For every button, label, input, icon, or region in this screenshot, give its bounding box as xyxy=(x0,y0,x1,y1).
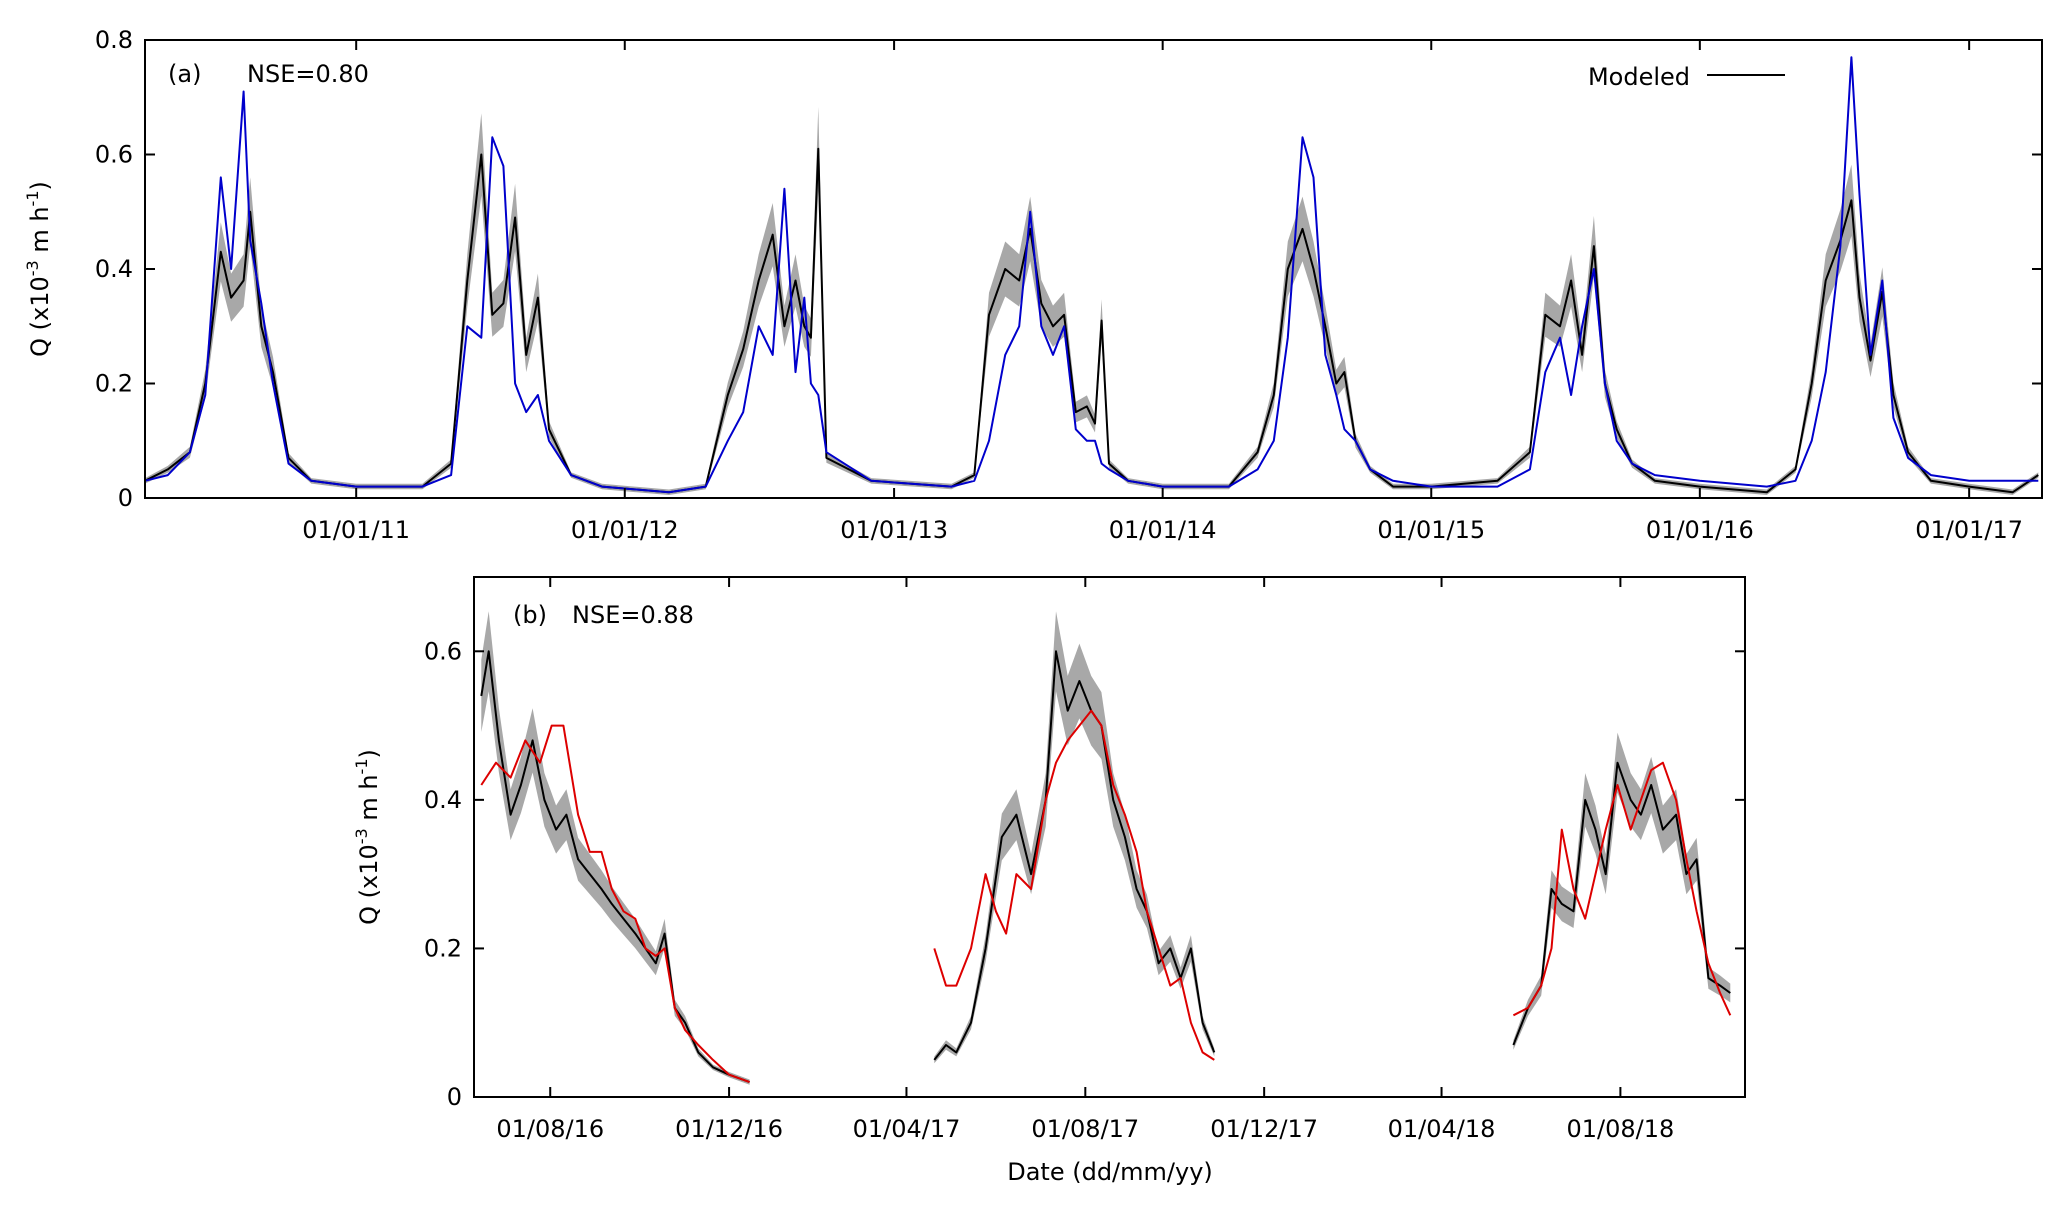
y-tick-label: 0.6 xyxy=(424,637,462,665)
uncertainty-band xyxy=(1513,732,1731,1050)
panel-a-label: (a) xyxy=(168,60,201,88)
y-tick-label: 0.8 xyxy=(95,26,133,54)
y-tick-label: 0 xyxy=(118,484,133,512)
x-tick-label: 01/01/14 xyxy=(1109,516,1217,544)
x-tick-label: 01/01/11 xyxy=(302,516,410,544)
panel-b-chart: 0 0.2 0.4 0.6 01/08/16 01/12/16 01/04/17 01/08/… xyxy=(352,576,1746,1186)
y-tick-label: 0.2 xyxy=(424,934,462,962)
panel-a-y-title: Q (x10-3 m h-1) xyxy=(23,181,54,357)
x-tick-label: 01/01/12 xyxy=(571,516,679,544)
series-1-line xyxy=(1512,761,1732,1017)
y-tick-label: 0.4 xyxy=(424,786,462,814)
x-tick-label: 01/01/15 xyxy=(1377,516,1485,544)
series-0-line xyxy=(144,147,2039,494)
x-tick-label: 01/01/16 xyxy=(1646,516,1754,544)
x-tick-label: 01/08/18 xyxy=(1566,1115,1674,1143)
series-1-line xyxy=(933,709,1215,1061)
series-0-line xyxy=(480,650,750,1084)
uncertainty-band xyxy=(145,106,2039,496)
x-tick-label: 01/01/17 xyxy=(1915,516,2023,544)
x-tick-label: 01/08/16 xyxy=(496,1115,604,1143)
panel-b-x-title: Date (dd/mm/yy) xyxy=(1007,1158,1213,1186)
x-tick-label: 01/12/16 xyxy=(675,1115,783,1143)
y-tick-label: 0.6 xyxy=(95,141,133,169)
panel-a-nse: NSE=0.80 xyxy=(247,60,369,88)
panel-a-legend: Modeled xyxy=(1588,63,1785,91)
panel-b-nse: NSE=0.88 xyxy=(572,601,694,629)
x-tick-label: 01/12/17 xyxy=(1210,1115,1318,1143)
x-tick-label: 01/01/13 xyxy=(840,516,948,544)
panel-b-y-title: Q (x10-3 m h-1) xyxy=(352,749,383,925)
y-tick-label: 0.4 xyxy=(95,255,133,283)
series-0-line xyxy=(933,650,1216,1061)
series-0-line xyxy=(1512,761,1731,1046)
uncertainty-band xyxy=(934,611,1215,1064)
x-tick-label: 01/04/17 xyxy=(853,1115,961,1143)
y-tick-label: 0 xyxy=(447,1083,462,1111)
x-tick-label: 01/08/17 xyxy=(1031,1115,1139,1143)
panel-b-label: (b) xyxy=(513,601,547,629)
x-tick-label: 01/04/18 xyxy=(1388,1115,1496,1143)
uncertainty-band xyxy=(481,611,750,1085)
legend-modeled-label: Modeled xyxy=(1588,63,1690,91)
series-1-line xyxy=(480,724,750,1084)
panel-b-frame xyxy=(473,576,1746,1098)
panel-a-chart: 0 0.2 0.4 0.6 0.8 01/01/11 01/01/12 01/01/13 01/… xyxy=(23,26,2043,544)
y-tick-label: 0.2 xyxy=(95,370,133,398)
series-1-line xyxy=(144,56,2039,494)
